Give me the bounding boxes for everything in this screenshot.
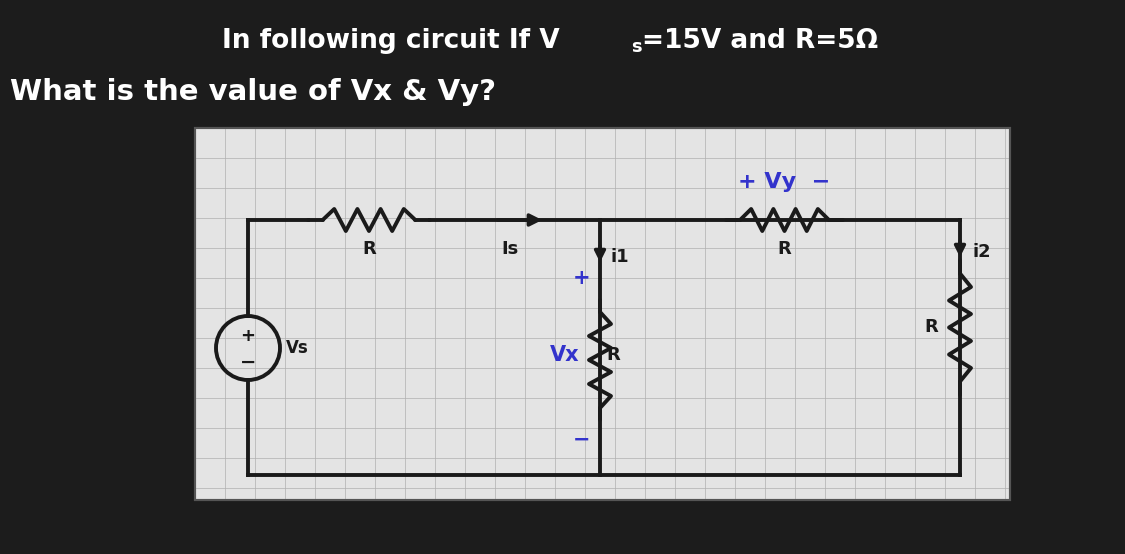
Text: Vs: Vs: [286, 339, 308, 357]
Text: −: −: [574, 430, 591, 450]
Text: In following circuit If V: In following circuit If V: [222, 28, 559, 54]
Bar: [195, 128, 1010, 500]
Text: i2: i2: [972, 243, 991, 261]
Text: +: +: [241, 327, 255, 345]
Text: What is the value of Vx & Vy?: What is the value of Vx & Vy?: [10, 78, 496, 106]
Text: +: +: [574, 268, 591, 288]
Text: R: R: [777, 240, 791, 258]
Text: R: R: [362, 240, 376, 258]
Text: + Vy  −: + Vy −: [738, 172, 830, 192]
Text: R: R: [925, 319, 938, 336]
Text: Is: Is: [502, 240, 519, 258]
Text: −: −: [240, 352, 256, 372]
Text: R: R: [606, 346, 620, 364]
Text: =15V and R=5Ω: =15V and R=5Ω: [642, 28, 879, 54]
Bar: [195, 128, 1010, 500]
Text: i1: i1: [610, 248, 629, 266]
Text: s: s: [631, 38, 641, 56]
Text: Vx: Vx: [550, 345, 580, 365]
